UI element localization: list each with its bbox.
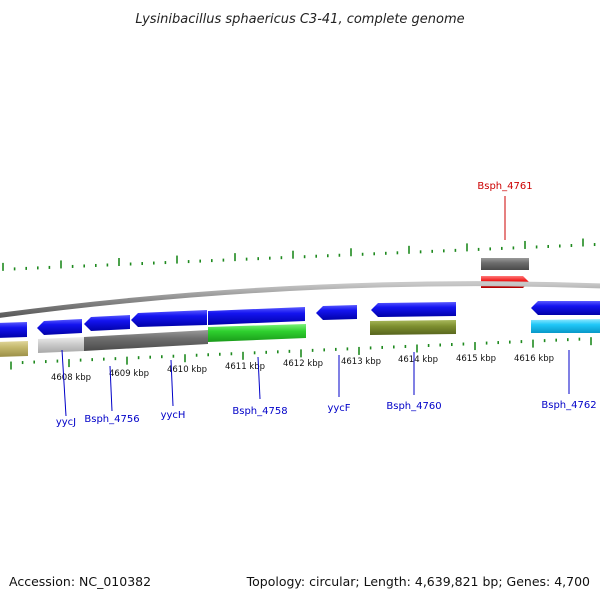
scale-label: 4616 kbp xyxy=(514,354,554,364)
scale-label: 4608 kbp xyxy=(51,373,91,383)
category-block-green[interactable] xyxy=(208,324,306,342)
map-title: Lysinibacillus sphaericus C3-41, complet… xyxy=(135,12,464,27)
scale-label: 4613 kbp xyxy=(341,357,381,367)
genome-summary-text: Topology: circular; Length: 4,639,821 bp… xyxy=(246,574,590,589)
gene-label[interactable]: Bsph_4756 xyxy=(84,414,139,425)
gene-arrow-bsph-4758[interactable] xyxy=(208,307,305,325)
inner-tick-ring xyxy=(10,337,592,370)
gene-arrow-yycf[interactable] xyxy=(316,305,357,320)
gene-arrow-bsph-4756[interactable] xyxy=(84,315,130,331)
gene-callout-line xyxy=(61,349,67,417)
gene-arrow-yych[interactable] xyxy=(131,310,207,327)
gene-label[interactable]: Bsph_4762 xyxy=(541,400,596,411)
scale-label: 4609 kbp xyxy=(109,369,149,379)
gene-arrow-bsph-4762[interactable] xyxy=(531,301,600,315)
outer-tick-ring xyxy=(2,238,596,271)
gene-callout-line xyxy=(170,359,174,407)
category-block-lightgray[interactable] xyxy=(38,337,84,353)
scale-label: 4611 kbp xyxy=(225,362,265,372)
accession-text: Accession: NC_010382 xyxy=(9,574,151,589)
gene-arrow-bsph-4760[interactable] xyxy=(371,302,456,317)
scale-labels: 4608 kbp 4609 kbp 4610 kbp 4611 kbp 4612 kbp… xyxy=(51,354,554,383)
scale-label: 4614 kbp xyxy=(398,355,438,365)
gene-label[interactable]: yycH xyxy=(161,410,186,421)
scale-label: 4610 kbp xyxy=(167,365,207,375)
gene-arrow-partial-left[interactable] xyxy=(0,322,27,338)
genome-backbone xyxy=(0,281,600,318)
category-block-olive[interactable] xyxy=(370,320,456,335)
gene-track-forward xyxy=(0,301,600,338)
gene-callout-line xyxy=(257,356,261,400)
category-block-cyan[interactable] xyxy=(531,319,600,333)
gene-callout-line xyxy=(109,365,113,412)
gene-label[interactable]: Bsph_4758 xyxy=(232,406,287,417)
gene-callouts: yycJ Bsph_4756 yycH Bsph_4758 yycF Bsph_4760 B… xyxy=(56,181,597,428)
gene-label[interactable]: Bsph_4761 xyxy=(477,181,532,192)
gene-arrow-yycj[interactable] xyxy=(37,319,82,335)
gene-bsph-4761-track-gray[interactable] xyxy=(481,258,529,270)
gene-label[interactable]: yycF xyxy=(327,403,350,414)
gene-label[interactable]: Bsph_4760 xyxy=(386,401,441,412)
scale-label: 4615 kbp xyxy=(456,354,496,364)
scale-label: 4612 kbp xyxy=(283,359,323,369)
category-block-darkgray[interactable] xyxy=(84,330,208,351)
category-block-khaki[interactable] xyxy=(0,341,28,357)
gene-label[interactable]: yycJ xyxy=(56,417,76,428)
gene-category-track xyxy=(0,319,600,357)
